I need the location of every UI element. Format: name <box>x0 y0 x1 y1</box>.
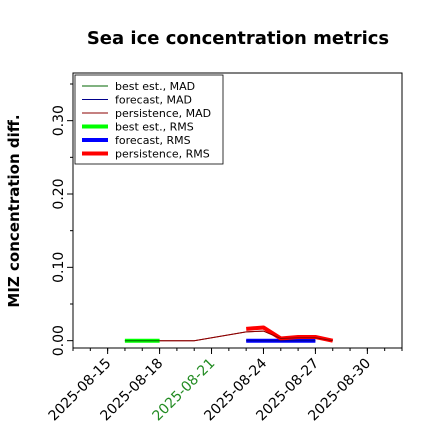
x-axis: 2025-08-152025-08-182025-08-212025-08-24… <box>46 348 403 424</box>
legend-label: forecast, RMS <box>115 134 191 147</box>
legend-label: best est., MAD <box>115 80 195 93</box>
y-tick-label: 0.20 <box>51 178 67 209</box>
y-axis: 0.00 0.10 0.20 0.30 <box>51 83 73 356</box>
legend-label: persistence, RMS <box>115 148 210 161</box>
legend-box <box>74 74 224 165</box>
legend-label: persistence, MAD <box>115 107 211 120</box>
y-tick-label: 0.10 <box>51 252 67 283</box>
y-tick-label: 0.00 <box>51 325 67 356</box>
chart-title: Sea ice concentration metrics <box>87 28 389 49</box>
y-axis-label: MIZ concentration diff. <box>5 114 23 307</box>
legend-label: best est., RMS <box>115 121 194 134</box>
series-layer <box>124 325 334 343</box>
series-line-overlay <box>159 330 333 342</box>
legend-label: forecast, MAD <box>115 94 192 107</box>
y-tick-label: 0.30 <box>51 105 67 136</box>
